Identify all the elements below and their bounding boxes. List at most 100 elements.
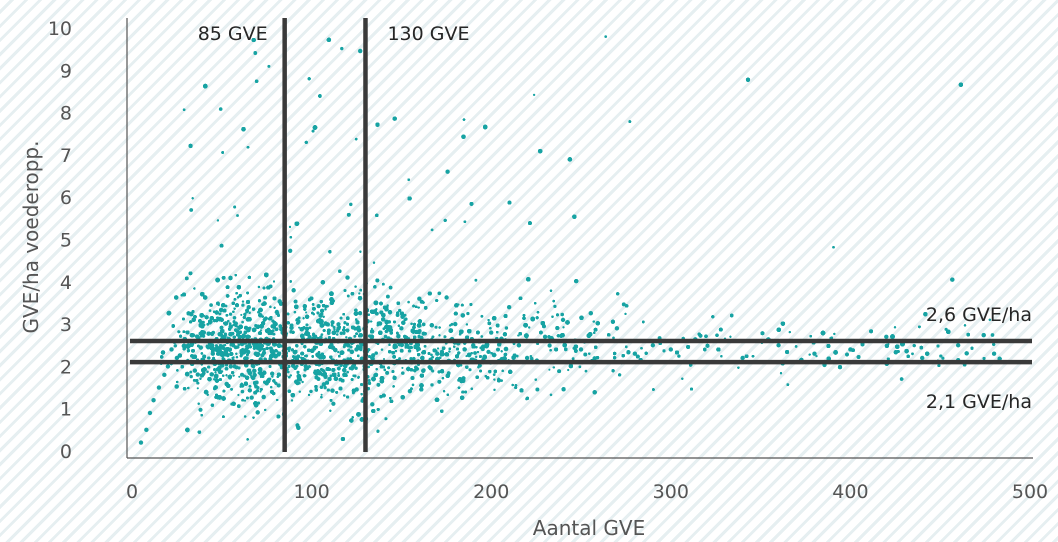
data-point [287,349,291,353]
data-point [249,395,254,400]
data-point [407,300,410,304]
data-point [346,294,350,298]
data-point [144,427,149,433]
data-point [401,366,404,369]
data-point [815,354,818,358]
data-point [147,410,153,416]
data-point [301,380,304,384]
data-point [614,326,620,331]
data-point [549,393,553,397]
data-point [401,371,405,375]
data-point [246,304,251,310]
data-point [632,351,638,356]
data-point [650,343,656,348]
data-point [460,313,466,318]
data-point [198,345,204,350]
data-point [291,288,296,293]
data-point [370,327,373,330]
data-point [237,393,240,397]
data-point [228,364,233,369]
data-point [417,296,422,301]
data-point [553,304,557,309]
data-point [335,329,340,333]
data-point [990,333,995,337]
data-point [339,331,344,336]
data-point [524,355,530,361]
data-point [621,302,626,307]
data-point [435,351,440,356]
data-point [411,356,416,361]
data-point [955,343,961,348]
data-point [174,355,180,361]
data-point [612,336,615,340]
data-point [489,330,494,335]
data-point [562,326,565,329]
data-point [305,311,308,314]
data-point [345,336,348,339]
data-point [506,304,512,310]
data-point [486,349,491,355]
data-point [287,389,292,394]
data-point [776,343,781,348]
data-point [286,370,290,374]
data-point [436,347,440,350]
data-point [518,344,521,347]
data-point [331,401,336,406]
data-point [330,323,334,327]
data-point [195,372,200,377]
data-point [430,353,433,357]
data-point [475,375,480,380]
data-point [252,368,257,374]
data-point [198,407,203,412]
data-point [529,355,533,358]
data-point [243,399,247,402]
data-point [349,202,353,207]
data-point [261,394,266,400]
data-point [812,351,817,356]
data-point [267,64,271,68]
data-point [165,364,171,369]
data-point [324,307,327,311]
data-point [287,375,291,379]
data-point [228,312,233,316]
data-point [884,334,889,339]
data-point [981,332,986,338]
data-point [480,335,484,338]
data-point [189,374,193,379]
data-point [196,387,199,390]
data-point [474,278,478,282]
data-point [319,335,323,340]
data-point [500,379,503,382]
data-point [323,385,327,390]
data-point [228,322,232,326]
data-point [370,402,375,407]
data-point [332,325,336,329]
data-point [395,313,400,317]
data-point [583,352,588,357]
data-point [151,398,156,403]
data-point [423,344,427,348]
data-point [382,357,386,361]
data-point [138,440,144,445]
data-point [398,308,402,313]
data-point [354,285,357,288]
data-point [238,375,241,378]
data-point [493,388,496,392]
data-point [578,347,584,352]
data-point [189,370,193,374]
data-point [473,351,477,355]
data-point [410,322,413,326]
data-point [740,355,745,361]
data-point [269,385,273,389]
data-point [340,46,344,51]
data-point [547,343,552,348]
data-point [920,355,925,361]
data-point [236,214,239,217]
data-point [259,329,263,332]
data-point [991,351,997,356]
data-point [192,368,198,373]
data-point [385,370,390,375]
data-point [560,317,566,323]
data-point [604,35,608,38]
